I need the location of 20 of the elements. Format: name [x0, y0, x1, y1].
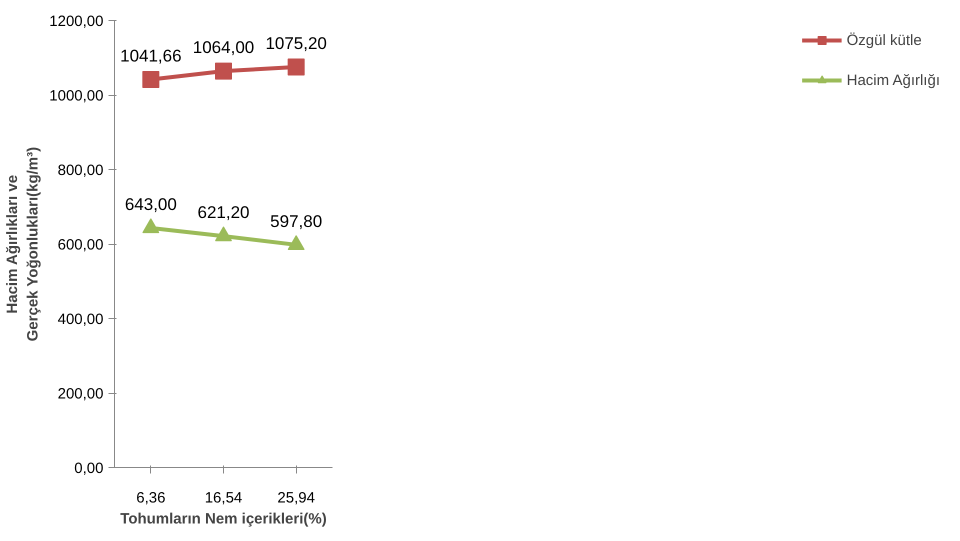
y-tick-label: 200,00 [58, 386, 104, 402]
x-tick-label: 25,94 [277, 490, 315, 506]
x-axis-title: Tohumların Nem içerikleri(%) [120, 510, 327, 528]
y-tick-label: 400,00 [58, 311, 104, 328]
data-label: 621,20 [198, 203, 250, 222]
data-label: 597,80 [270, 212, 322, 231]
y-tick-label: 600,00 [58, 236, 104, 254]
y-tick-label: 0,00 [74, 460, 104, 477]
data-label: 1041,66 [120, 46, 182, 66]
legend-label: Hacim Ağırlığı [846, 72, 940, 88]
x-tick-label: 16,54 [204, 490, 242, 506]
x-tick-label: 6,36 [136, 490, 166, 506]
data-label: 643,00 [124, 194, 177, 214]
y-tick-label: 800,00 [58, 162, 104, 179]
legend-label: Özgül kütle [846, 32, 922, 48]
data-label: 1075,20 [265, 34, 327, 53]
y-axis-title: Hacim Ağırlıkları ve Gerçek Yoğonlukları(kg/m³) [4, 146, 42, 342]
data-label: 1064,00 [192, 38, 254, 58]
y-tick-label: 1200,00 [49, 13, 104, 30]
y-tick-label: 1000,00 [49, 88, 104, 104]
